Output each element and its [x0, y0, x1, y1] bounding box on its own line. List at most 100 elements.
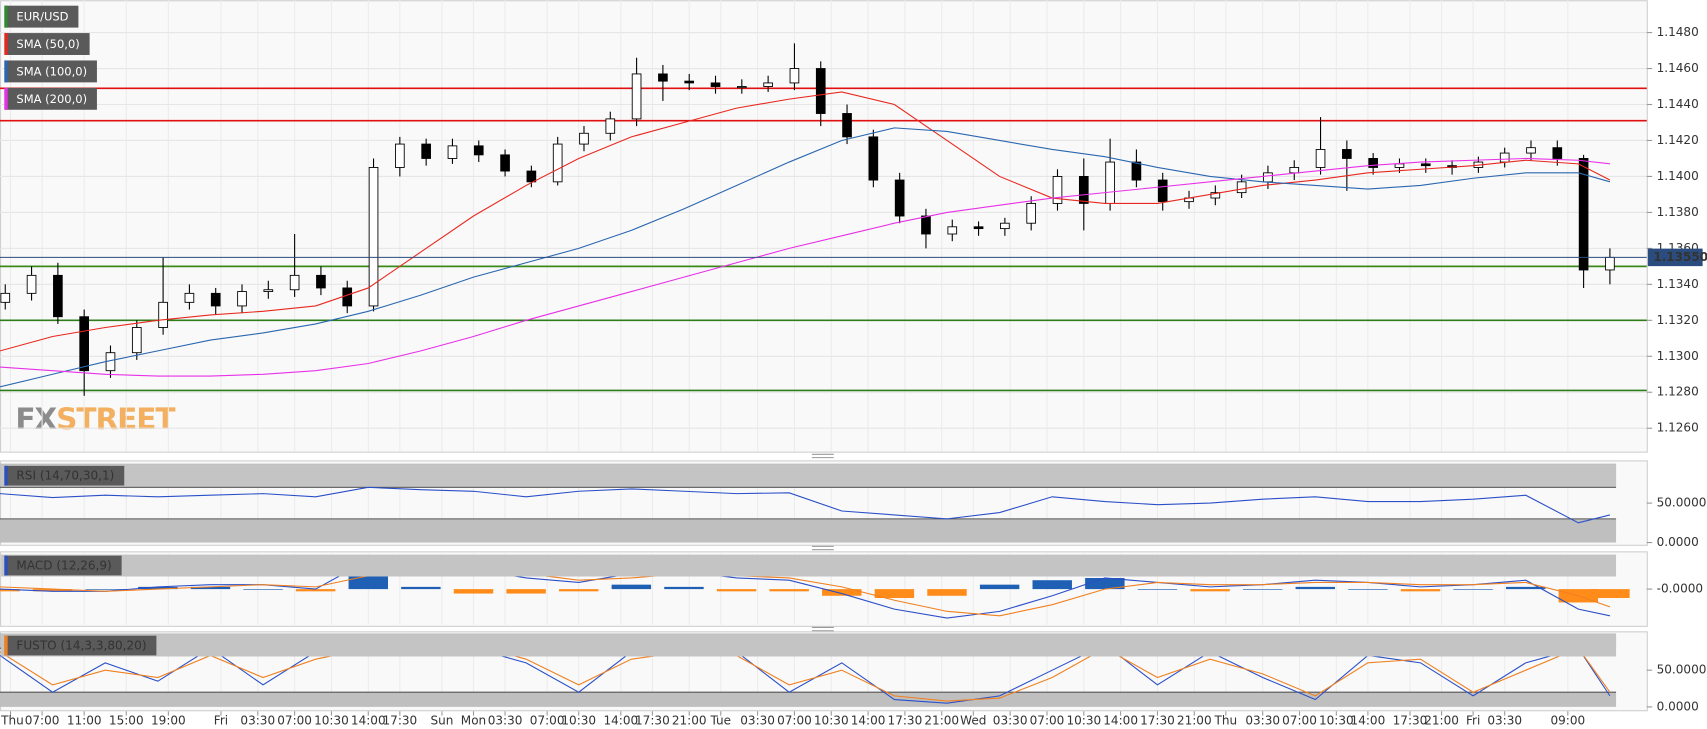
- histogram-bar: [1400, 589, 1441, 592]
- x-tick-label: 07:00: [1282, 714, 1317, 728]
- candle-body: [1105, 161, 1115, 204]
- histogram-bar: [1137, 589, 1178, 590]
- pane-header-box: [4, 555, 122, 576]
- series-line: [0, 127, 1611, 388]
- pane-header-swatch: [4, 465, 8, 486]
- legend-label: EUR/USD: [16, 10, 68, 24]
- candle-body: [605, 118, 616, 134]
- x-tick-label: 14:00: [1351, 714, 1386, 728]
- histogram-bar: [822, 589, 862, 596]
- legend-box: [4, 87, 97, 110]
- series-line: [0, 486, 1611, 524]
- x-tick-label: 14:00: [851, 714, 886, 728]
- x-tick-label: 03:30: [1487, 714, 1522, 728]
- candle-body: [1000, 222, 1010, 230]
- candle-body: [79, 316, 89, 372]
- y-tick-label: 50.0000: [1657, 663, 1707, 677]
- x-tick-label: 21:00: [1177, 714, 1212, 728]
- candle-body: [316, 274, 326, 289]
- histogram-bar: [1453, 589, 1493, 590]
- candle-body: [1052, 176, 1063, 204]
- candle-body: [500, 154, 510, 172]
- watermark-street: STREET: [56, 401, 176, 435]
- histogram-bar: [1085, 577, 1125, 590]
- histogram-bar: [453, 589, 494, 594]
- candle-body: [447, 145, 458, 159]
- candle-body: [0, 292, 11, 303]
- last-price-box: [1647, 248, 1703, 267]
- x-tick-label: 07:00: [25, 714, 60, 728]
- pane-title: MACD (12,26,9): [16, 559, 111, 573]
- x-tick-label: Wed: [960, 714, 986, 728]
- histogram-bar: [559, 589, 599, 592]
- histogram-bar: [611, 584, 652, 590]
- x-tick-label: 07:00: [530, 714, 565, 728]
- x-tick-label: 03:30: [488, 714, 523, 728]
- histogram-bar: [1348, 589, 1388, 590]
- candle-body: [237, 291, 247, 307]
- pane-title: FUSTO (14,3,3,80,20): [16, 639, 146, 653]
- y-tick-label: 1.1400: [1657, 169, 1699, 183]
- oversold-band: [0, 518, 1617, 543]
- candle-body: [842, 113, 852, 138]
- candle-body: [210, 292, 221, 307]
- candle-body: [1289, 167, 1300, 174]
- candle-body: [1210, 192, 1221, 199]
- legend-label: SMA (200,0): [16, 92, 87, 106]
- y-tick-label: 1.1380: [1657, 205, 1699, 219]
- histogram-bar: [716, 589, 757, 592]
- candle-body: [158, 301, 168, 328]
- candle-body: [579, 132, 589, 145]
- candle-body: [53, 274, 63, 318]
- x-tick-label: 07:00: [1030, 714, 1065, 728]
- y-tick-label: 0.0000: [1657, 699, 1699, 713]
- candle-body: [526, 170, 537, 183]
- candle-body: [1605, 256, 1615, 271]
- x-tick-label: 19:00: [151, 714, 186, 728]
- series-line: [0, 641, 1611, 702]
- candle-body: [868, 136, 879, 181]
- candle-body: [1394, 163, 1405, 168]
- pane-header-bar: [1, 634, 1617, 657]
- candle-body: [973, 226, 984, 230]
- x-tick-label: 17:30: [1393, 714, 1428, 728]
- y-tick-label: 0.0000: [1657, 535, 1699, 549]
- pane-title: RSI (14,70,30,1): [16, 469, 114, 483]
- pane-header-bar: [1, 464, 1617, 487]
- candle-body: [1499, 152, 1510, 163]
- pane-header-box: [4, 465, 125, 486]
- candle-body: [1420, 163, 1431, 167]
- x-tick-label: 03:30: [993, 714, 1028, 728]
- x-tick-label: 03:30: [740, 714, 775, 728]
- oversold-band: [0, 692, 1617, 707]
- x-tick-label: 14:00: [351, 714, 386, 728]
- candle-body: [658, 73, 668, 82]
- histogram-bar: [1190, 589, 1230, 592]
- legend-swatch: [4, 33, 8, 55]
- pane-2: -0.0000 MACD (12,26,9): [0, 553, 1703, 625]
- candle-body: [473, 145, 484, 156]
- x-tick-label: 14:00: [1103, 714, 1138, 728]
- y-tick-label: 1.1480: [1657, 25, 1699, 39]
- histogram-bar: [401, 586, 441, 590]
- x-tick-label: 07:00: [777, 714, 812, 728]
- candle-body: [421, 143, 431, 159]
- x-tick-label: 03:30: [240, 714, 275, 728]
- candle-body: [1552, 147, 1563, 159]
- pane-0: 1.12601.12801.13001.13201.13401.13601.13…: [0, 0, 1707, 452]
- candle-body: [368, 167, 379, 307]
- candle-body: [789, 68, 800, 84]
- candle-body: [710, 82, 721, 87]
- histogram-bar: [1506, 586, 1546, 590]
- x-tick-label: 15:00: [109, 714, 144, 728]
- legend-swatch: [4, 87, 8, 110]
- candle-body: [184, 292, 195, 303]
- pane-handles: [811, 453, 834, 632]
- histogram-bar: [243, 589, 283, 590]
- x-tick-label: 21:00: [672, 714, 707, 728]
- x-tick-label: 10:30: [561, 714, 596, 728]
- candle-body: [1315, 149, 1326, 168]
- y-tick-label: 50.0000: [1657, 496, 1707, 510]
- candle-body: [1157, 179, 1168, 203]
- x-tick-label: Mon: [461, 714, 486, 728]
